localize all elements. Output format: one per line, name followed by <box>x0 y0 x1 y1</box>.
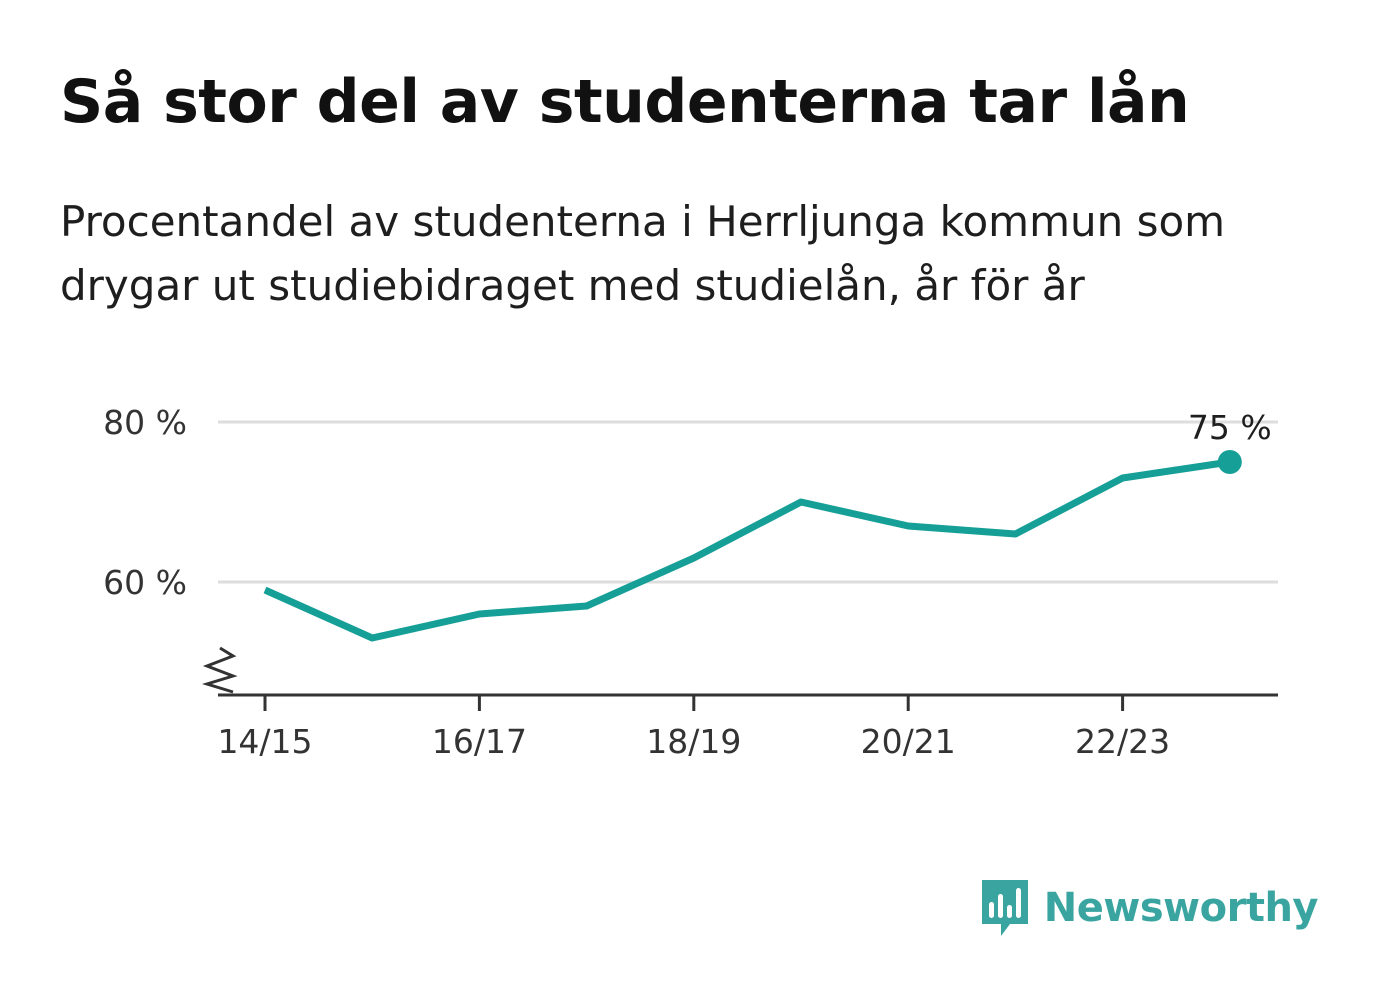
y-axis-ticks: 60 % 80 % <box>103 403 187 602</box>
x-tick-label: 18/19 <box>646 722 741 761</box>
y-tick-label: 80 % <box>103 403 187 442</box>
chart-title: Så stor del av studenterna tar lån <box>60 67 1190 137</box>
end-value-label: 75 % <box>1188 408 1272 447</box>
x-axis-ticks: 14/15 16/17 18/19 20/21 22/23 <box>217 695 1170 761</box>
series-layer <box>263 450 1242 642</box>
data-labels: 75 % <box>1188 408 1272 447</box>
y-tick-label: 60 % <box>103 563 187 602</box>
bar-chart-speech-bubble-icon <box>981 880 1028 936</box>
x-tick-label: 14/15 <box>217 722 312 761</box>
chart-subtitle: Procentandel av studenterna i Herrljunga… <box>60 197 1226 310</box>
series-line <box>263 458 1231 642</box>
x-tick-label: 22/23 <box>1075 722 1170 761</box>
gridlines <box>218 420 1278 584</box>
newsworthy-logo: Newsworthy <box>980 878 1319 938</box>
brand-name: Newsworthy <box>1043 885 1319 931</box>
x-axis <box>201 646 1278 697</box>
x-tick-label: 16/17 <box>432 722 527 761</box>
axis-break-icon <box>201 646 238 694</box>
x-tick-label: 20/21 <box>861 722 956 761</box>
end-point-marker <box>1217 450 1242 474</box>
